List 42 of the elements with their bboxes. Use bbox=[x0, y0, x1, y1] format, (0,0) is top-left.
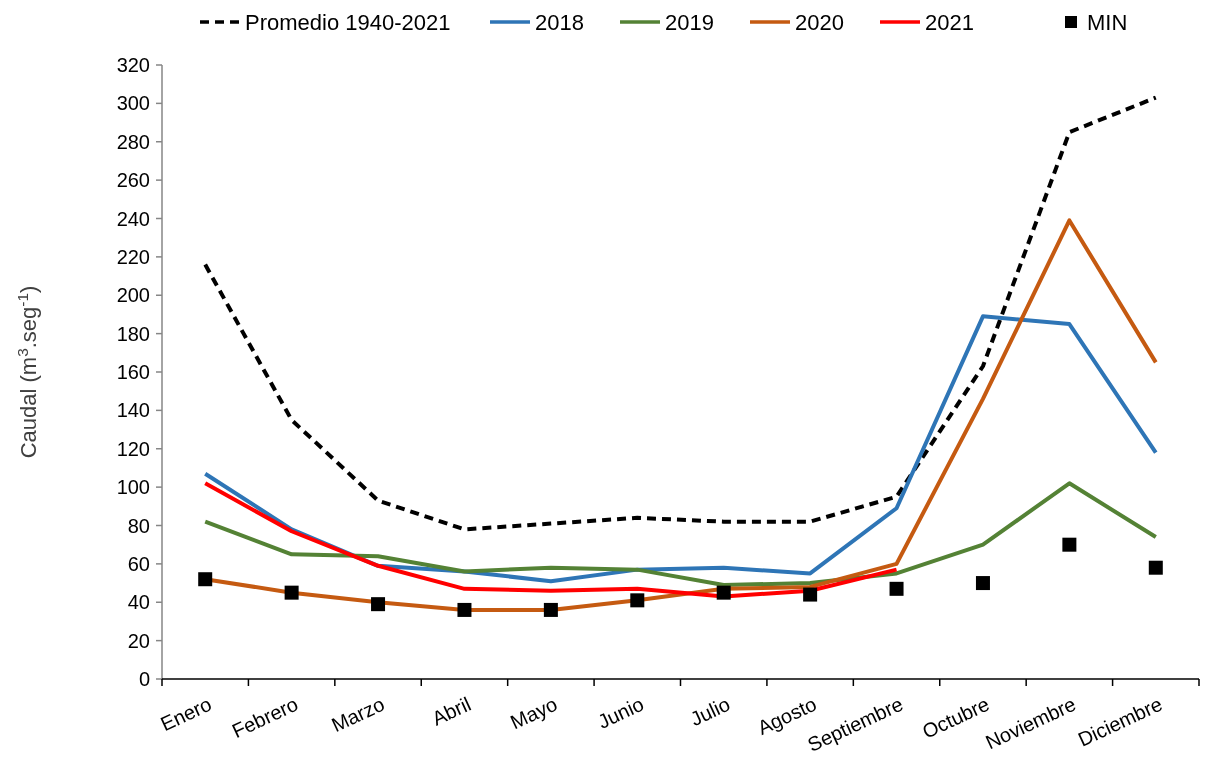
y-tick-label: 280 bbox=[116, 130, 150, 153]
y-tick-label: 180 bbox=[116, 322, 150, 345]
y-tick-label: 120 bbox=[116, 437, 150, 460]
legend-label: 2021 bbox=[925, 9, 974, 35]
x-tick-label: Mayo bbox=[506, 692, 561, 734]
point bbox=[975, 576, 990, 591]
point bbox=[198, 572, 213, 587]
x-tick-label: Marzo bbox=[328, 692, 388, 737]
y-tick-label: 300 bbox=[116, 92, 150, 115]
point bbox=[371, 597, 386, 612]
y-tick-label: 140 bbox=[116, 399, 150, 422]
point bbox=[457, 602, 472, 617]
legend-label: 2019 bbox=[665, 9, 714, 35]
point bbox=[630, 593, 645, 608]
y-tick-label: 100 bbox=[116, 476, 150, 499]
point bbox=[803, 587, 818, 602]
y-tick-label: 160 bbox=[116, 361, 150, 383]
point bbox=[1148, 560, 1163, 575]
line-series bbox=[203, 95, 1158, 532]
y-tick-label: 320 bbox=[116, 54, 150, 76]
y-tick-label: 0 bbox=[138, 668, 150, 690]
x-tick-label: Enero bbox=[157, 692, 215, 736]
point bbox=[1062, 537, 1077, 552]
y-tick-label: 40 bbox=[127, 591, 150, 614]
point bbox=[543, 602, 558, 617]
legend-label: 2018 bbox=[535, 9, 584, 35]
y-tick-label: 60 bbox=[127, 552, 150, 575]
x-tick-label: Julio bbox=[686, 692, 734, 731]
legend-label: 2020 bbox=[795, 9, 844, 35]
x-tick-label: Abril bbox=[428, 692, 475, 730]
point bbox=[889, 581, 904, 596]
y-tick-label: 260 bbox=[116, 169, 150, 192]
point bbox=[716, 585, 731, 600]
y-tick-label: 200 bbox=[116, 284, 150, 307]
y-tick-label: 240 bbox=[116, 207, 150, 230]
legend-label: Promedio 1940-2021 bbox=[245, 9, 451, 35]
legend-label: MIN bbox=[1087, 9, 1128, 35]
y-tick-label: 220 bbox=[116, 245, 150, 268]
point bbox=[284, 585, 299, 600]
x-tick-label: Junio bbox=[594, 692, 647, 733]
y-tick-label: 20 bbox=[127, 629, 150, 652]
y-tick-label: 80 bbox=[127, 514, 150, 537]
